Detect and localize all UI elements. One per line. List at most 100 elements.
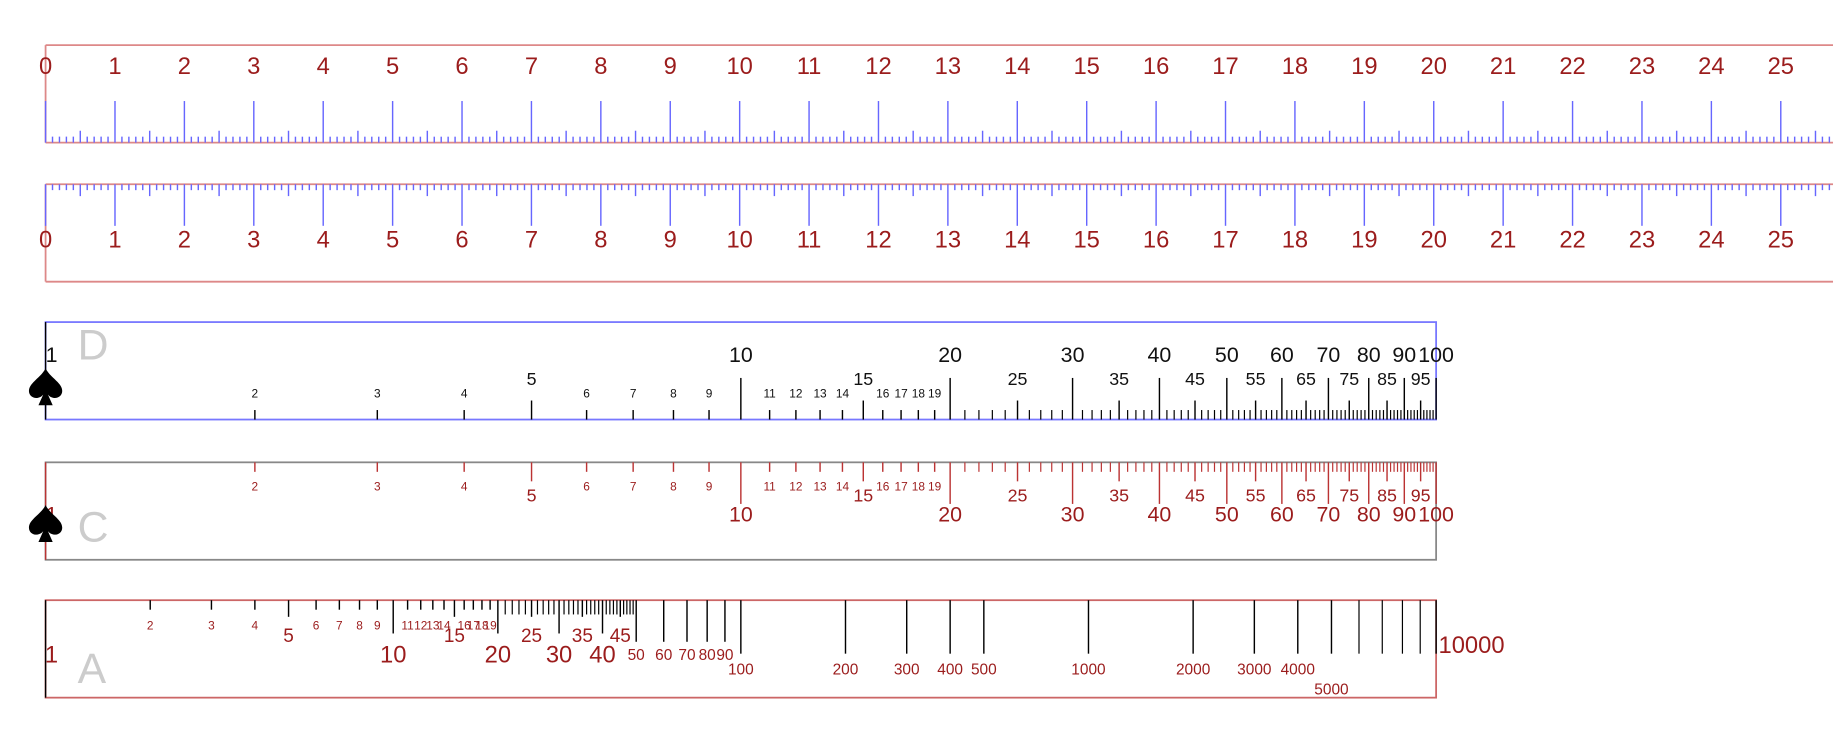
ruler-label: 23	[1629, 53, 1655, 80]
ruler-label: 2	[178, 53, 191, 80]
scale-label: 500	[971, 661, 997, 678]
scale-label: 30	[546, 641, 572, 668]
scale-label: 4	[461, 479, 468, 493]
ruler-label: 24	[1698, 227, 1724, 254]
scale-label: 55	[1246, 485, 1266, 505]
ruler-label: 8	[594, 227, 607, 254]
ruler: 0 1 2 3 4 5 6 7 8 9 10 11 12 13 14 15 16 17 18 19 20 21 22 23 24…	[39, 44, 1834, 144]
scale-label: 4000	[1281, 661, 1315, 678]
ruler-label: 23	[1629, 227, 1655, 254]
ruler-label: 6	[455, 53, 468, 80]
ruler-label: 15	[1073, 227, 1099, 254]
scale-label: 20	[485, 641, 511, 668]
ruler-label: 20	[1421, 227, 1447, 254]
scale-label: 70	[1317, 343, 1341, 367]
ruler-label: 4	[317, 227, 330, 254]
ruler-label: 18	[1282, 227, 1308, 254]
scale-label: 300	[894, 661, 920, 678]
ruler-label: 7	[525, 227, 538, 254]
scale-label: 2	[252, 479, 259, 493]
scale-label: 85	[1377, 369, 1397, 389]
scale-label: 10	[729, 343, 753, 367]
ruler-label: 19	[1351, 53, 1377, 80]
scale-label: 35	[572, 626, 593, 647]
spade-icon	[28, 505, 63, 542]
ruler-label: 16	[1143, 227, 1169, 254]
scale-label: 10	[380, 641, 406, 668]
scale-label: 5	[283, 626, 294, 647]
scale-label: 3	[208, 618, 215, 632]
scale-label: 5	[527, 369, 537, 389]
scale-label: 25	[521, 626, 542, 647]
scale-label: 13	[813, 479, 827, 493]
ruler: 0 1 2 3 4 5 6 7 8 9 10 11 12 13 14 15 16 17 18 19 20 21 22 23 24…	[39, 183, 1834, 283]
scale-label: 30	[1061, 343, 1085, 367]
scale-label: 8	[670, 479, 677, 493]
scale-label: 15	[853, 485, 873, 505]
scale-label: 25	[1008, 485, 1028, 505]
scale-label: 9	[706, 387, 713, 401]
scale-label: 10000	[1438, 632, 1504, 659]
ruler-label: 13	[935, 53, 961, 80]
ruler-label: 5	[386, 227, 399, 254]
scale-label: 5	[527, 485, 537, 505]
scale-label: 16	[458, 618, 472, 632]
scale-label: 12	[789, 387, 802, 401]
ruler-label: 24	[1698, 53, 1724, 80]
scale-label: 50	[1215, 502, 1239, 526]
scale-label: 7	[336, 618, 343, 632]
scale-label: 55	[1246, 369, 1266, 389]
scale-label: 85	[1377, 485, 1397, 505]
ruler-label: 8	[594, 53, 607, 80]
scale-label: 65	[1296, 369, 1316, 389]
log-scale: D1 10 20 30 40 50 60 70 80 90 100 5 15 25 35 45 55 65 75 85…	[28, 321, 1454, 421]
scale-label: 70	[1317, 502, 1341, 526]
scale-label: 1000	[1071, 661, 1105, 678]
scale-label: 50	[1215, 343, 1239, 367]
scale-label: 95	[1411, 485, 1431, 505]
scale-label: 4	[461, 387, 468, 401]
scale-label: 40	[1148, 502, 1172, 526]
scale-label: 6	[313, 618, 320, 632]
ruler-label: 12	[865, 53, 891, 80]
scale-label: 40	[1148, 343, 1172, 367]
scale-label: 8	[670, 387, 677, 401]
scale-label: 2000	[1176, 661, 1210, 678]
ruler-label: 25	[1768, 227, 1794, 254]
scale-label: 60	[655, 647, 672, 664]
scale-label: 95	[1411, 369, 1431, 389]
scale-label: 11	[763, 387, 776, 401]
scale-label: 3000	[1237, 661, 1271, 678]
scale-label: 6	[583, 387, 590, 401]
scale-label: 100	[1418, 502, 1454, 526]
scale-label: 70	[678, 647, 695, 664]
scale-label: 65	[1296, 485, 1316, 505]
ruler-label: 17	[1212, 53, 1238, 80]
ruler-label: 21	[1490, 227, 1516, 254]
scale-label: 90	[716, 647, 733, 664]
scale-label: 100	[728, 661, 754, 678]
ruler-label: 16	[1143, 53, 1169, 80]
ruler-label: 19	[1351, 227, 1377, 254]
ruler-label: 1	[108, 227, 121, 254]
ruler-label: 25	[1768, 53, 1794, 80]
rulers: 0 1 2 3 4 5 6 7 8 9 10 11 12 13 14 15 16 17 18 19 20 21 22 23 24…	[39, 44, 1834, 283]
scale-label: 5000	[1314, 682, 1348, 699]
scale-label: 17	[467, 618, 480, 632]
scale-label: 11	[763, 479, 776, 493]
ruler-label: 1	[108, 53, 121, 80]
scale-label: 90	[1392, 343, 1416, 367]
scale-label: 2	[147, 618, 154, 632]
ruler-label: 3	[247, 53, 260, 80]
ruler-label: 2	[178, 227, 191, 254]
scale-label: 4	[252, 618, 259, 632]
ruler-label: 4	[317, 53, 330, 80]
scale-label: 20	[938, 343, 962, 367]
ruler-label: 12	[865, 227, 891, 254]
scale-label: 12	[789, 479, 802, 493]
scale-label: 50	[628, 647, 645, 664]
